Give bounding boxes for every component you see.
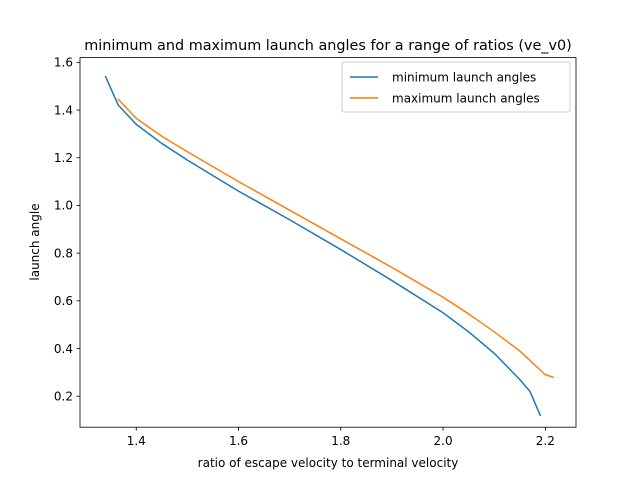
legend-label: maximum launch angles xyxy=(392,91,540,105)
legend-label: minimum launch angles xyxy=(392,70,536,84)
y-axis-label: launch angle xyxy=(28,203,42,280)
x-tick-label: 2.0 xyxy=(434,434,453,448)
x-axis-ticks: 1.4 1.6 1.8 2.0 2.2 xyxy=(127,427,555,448)
plot-area xyxy=(79,57,577,428)
x-axis-label: ratio of escape velocity to terminal vel… xyxy=(198,456,459,470)
legend-box xyxy=(341,61,571,113)
series-line-maximum xyxy=(117,98,554,379)
y-tick-label: 1.4 xyxy=(54,103,73,117)
y-tick-label: 1.6 xyxy=(54,56,73,70)
x-tick-label: 1.8 xyxy=(331,434,350,448)
y-tick-label: 0.6 xyxy=(54,294,73,308)
x-tick-label: 2.2 xyxy=(536,434,555,448)
y-tick-label: 1.0 xyxy=(54,199,73,213)
chart-title: minimum and maximum launch angles for a … xyxy=(84,38,572,54)
y-tick-label: 0.4 xyxy=(54,342,73,356)
y-tick-label: 0.8 xyxy=(54,246,73,260)
legend: minimum launch angles maximum launch angl… xyxy=(341,61,571,113)
series-lines xyxy=(104,75,554,417)
series-line-minimum xyxy=(104,75,542,417)
y-tick-label: 1.2 xyxy=(54,151,73,165)
x-tick-label: 1.4 xyxy=(127,434,146,448)
axes-frame xyxy=(79,57,577,428)
y-axis-ticks: 0.2 0.4 0.6 0.8 1.0 1.2 1.4 1.6 xyxy=(54,56,80,404)
y-tick-label: 0.2 xyxy=(54,390,73,404)
x-tick-label: 1.6 xyxy=(229,434,248,448)
